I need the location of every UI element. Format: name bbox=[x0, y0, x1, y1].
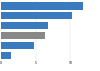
Bar bbox=[1, 2, 83, 10]
Bar bbox=[1, 42, 34, 49]
Bar bbox=[1, 32, 45, 39]
Bar bbox=[1, 51, 11, 59]
Bar bbox=[1, 12, 72, 20]
Bar bbox=[1, 22, 48, 29]
